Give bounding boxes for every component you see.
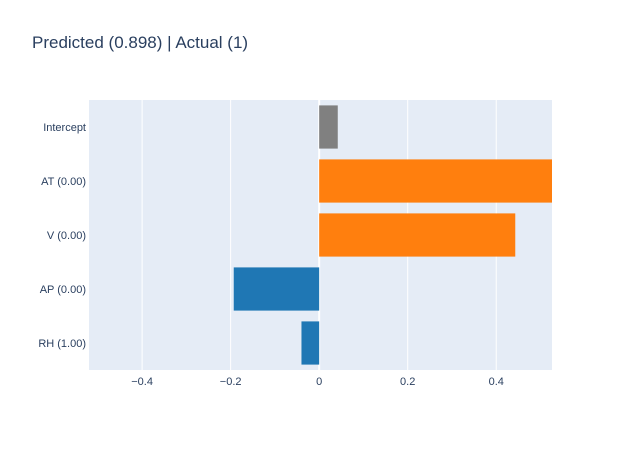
chart-title: Predicted (0.898) | Actual (1) [32,33,249,52]
bar[interactable] [233,267,320,311]
y-tick-label: AT (0.00) [41,176,86,188]
x-tick-label: −0.2 [220,376,242,388]
y-tick-label: RH (1.00) [38,338,86,350]
x-tick-labels: −0.4 −0.2 0 0.2 0.4 [131,376,504,388]
x-tick-label: 0.4 [489,376,504,388]
bar[interactable] [319,159,552,203]
bar[interactable] [319,213,516,257]
bar[interactable] [301,321,320,365]
y-tick-label: AP (0.00) [40,284,86,296]
x-tick-label: 0 [316,376,322,388]
x-tick-label: −0.4 [131,376,153,388]
y-tick-labels: Intercept AT (0.00) V (0.00) AP (0.00) RH (1… [38,122,86,350]
x-tick-label: 0.2 [400,376,415,388]
y-tick-label: V (0.00) [47,230,86,242]
bars [233,105,552,365]
y-tick-label: Intercept [43,122,86,134]
bar[interactable] [319,105,338,149]
